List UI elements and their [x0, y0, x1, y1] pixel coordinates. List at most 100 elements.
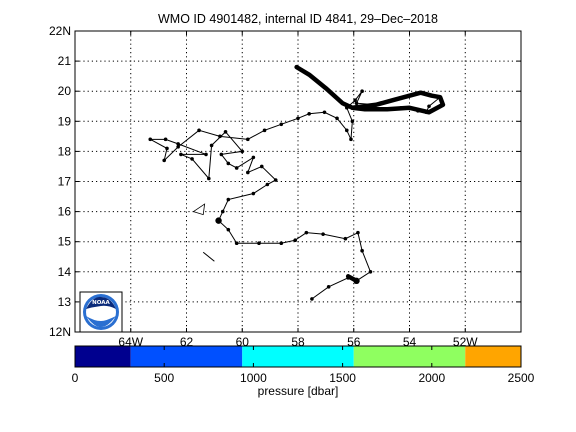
track-point	[335, 116, 339, 121]
track-point	[226, 227, 231, 232]
grid	[75, 31, 521, 332]
track-point	[321, 232, 325, 236]
y-tick-label: 14	[58, 265, 72, 279]
track-point	[363, 107, 367, 112]
track-point	[360, 248, 364, 253]
y-tick-label: 22N	[49, 24, 71, 38]
y-tick-label: 12N	[49, 325, 71, 339]
pressure-colorbar: 0 500 1000 1500 2000 2500	[72, 345, 535, 385]
track-point	[424, 110, 429, 115]
logo-bird-icon	[86, 296, 116, 309]
noaa-logo: NOAA	[79, 291, 123, 333]
track-point	[265, 182, 270, 187]
colorbar-tick-label: 0	[72, 371, 79, 385]
track-point	[407, 93, 412, 98]
track-point	[259, 164, 264, 169]
track-point	[382, 107, 387, 112]
y-tick-label: 15	[58, 235, 72, 249]
y-tick-label: 13	[58, 295, 72, 309]
track-point	[251, 155, 256, 160]
track-point	[354, 101, 359, 106]
track-point	[343, 236, 348, 241]
chart-title: WMO ID 4901482, internal ID 4841, 29–Dec…	[158, 12, 438, 26]
track-point	[246, 137, 250, 142]
track-point	[234, 166, 239, 170]
track-point	[344, 128, 349, 133]
track-point	[190, 157, 194, 161]
colorbar-tick-label: 500	[154, 371, 174, 385]
track-point	[390, 98, 395, 103]
track-detached-segment	[202, 251, 215, 262]
colorbar-tick-label: 2500	[508, 371, 535, 385]
track-point	[296, 116, 300, 121]
track-point	[430, 93, 434, 98]
track-point	[307, 111, 311, 116]
track-point	[346, 276, 350, 280]
track-point	[176, 145, 180, 149]
track-point	[353, 98, 357, 103]
track-point-large	[353, 277, 360, 285]
track-point	[368, 270, 373, 274]
track-point	[226, 161, 231, 166]
track-point	[218, 134, 222, 139]
track-point	[322, 110, 327, 115]
logo-wave-icon	[86, 316, 116, 328]
track-point	[251, 191, 256, 196]
track-point	[293, 238, 298, 242]
track-point	[438, 95, 442, 100]
track-point	[418, 90, 423, 95]
track-point	[148, 137, 153, 142]
track-point	[273, 178, 278, 182]
track-point	[279, 241, 284, 246]
track-point	[257, 241, 261, 246]
colorbar-bin	[75, 346, 131, 367]
track-point	[344, 105, 349, 110]
track-point	[262, 128, 267, 133]
track-point	[176, 142, 180, 146]
colorbar-tick-label: 1500	[329, 371, 356, 385]
y-tick-label: 18	[58, 144, 72, 158]
track-point	[179, 152, 183, 157]
track-point	[165, 146, 169, 151]
colorbar-bin	[465, 346, 521, 367]
track-point	[162, 158, 166, 163]
track-point	[416, 108, 420, 113]
track-point	[324, 86, 328, 90]
y-tick-label: 19	[58, 114, 72, 128]
y-tick-label: 21	[58, 54, 72, 68]
track-point	[220, 209, 225, 214]
track-point	[310, 297, 314, 301]
y-tick-label: 16	[58, 205, 72, 219]
deployment-marker	[192, 203, 206, 216]
track-point	[304, 230, 309, 235]
track-point	[279, 122, 284, 127]
track-point	[340, 101, 345, 106]
track-point	[374, 102, 378, 107]
track-point	[207, 176, 211, 181]
track-point	[350, 105, 355, 110]
track-point	[326, 285, 331, 289]
track-point	[427, 104, 431, 109]
track-point	[399, 105, 403, 110]
track-point	[234, 241, 239, 246]
colorbar-tick-label: 1000	[240, 371, 267, 385]
track-point-large	[215, 217, 222, 224]
track-point	[197, 128, 201, 133]
track-point	[360, 89, 364, 93]
y-tick-label: 17	[58, 175, 72, 189]
track-point	[163, 137, 168, 142]
track-point	[350, 119, 355, 124]
track-point	[307, 72, 311, 77]
colorbar-bin	[242, 346, 354, 367]
track-point	[246, 170, 250, 175]
colorbar-bin	[130, 346, 243, 367]
float-track	[148, 64, 446, 301]
track-point	[294, 65, 299, 69]
colorbar-frame	[74, 345, 522, 368]
track-point	[356, 230, 360, 235]
colorbar-label: pressure [dbar]	[258, 384, 339, 398]
track-point	[349, 137, 353, 142]
colorbar-tick-label: 2000	[418, 371, 445, 385]
